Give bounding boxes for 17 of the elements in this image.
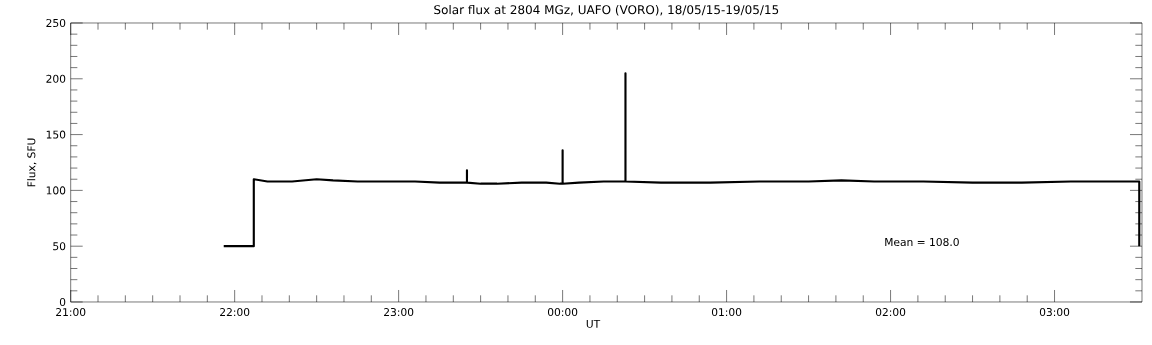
annotation: Mean = 108.0 xyxy=(885,237,959,247)
y-tick-label: 100 xyxy=(46,186,66,195)
y-tick-label: 0 xyxy=(59,297,66,307)
x-tick-label: 02:00 xyxy=(875,308,906,317)
y-axis-title: Flux, SFU xyxy=(27,138,37,187)
x-tick-label: 00:00 xyxy=(547,308,578,317)
x-tick-label: 23:00 xyxy=(384,308,414,317)
x-tick-label: 03:00 xyxy=(1039,308,1070,317)
y-tick-label: 200 xyxy=(46,74,66,83)
y-tick-label: 150 xyxy=(46,130,66,139)
x-tick-label: 22:00 xyxy=(220,308,250,317)
y-tick-label: 50 xyxy=(53,242,66,251)
x-axis-title: UT xyxy=(586,319,601,328)
y-tick-label: 250 xyxy=(46,18,66,28)
x-tick-label: 21:00 xyxy=(56,308,86,317)
x-tick-label: 01:00 xyxy=(711,308,742,317)
chart-title: Solar flux at 2804 MGz, UAFO (VORO), 18/05/15-19/05/15 xyxy=(434,4,779,16)
